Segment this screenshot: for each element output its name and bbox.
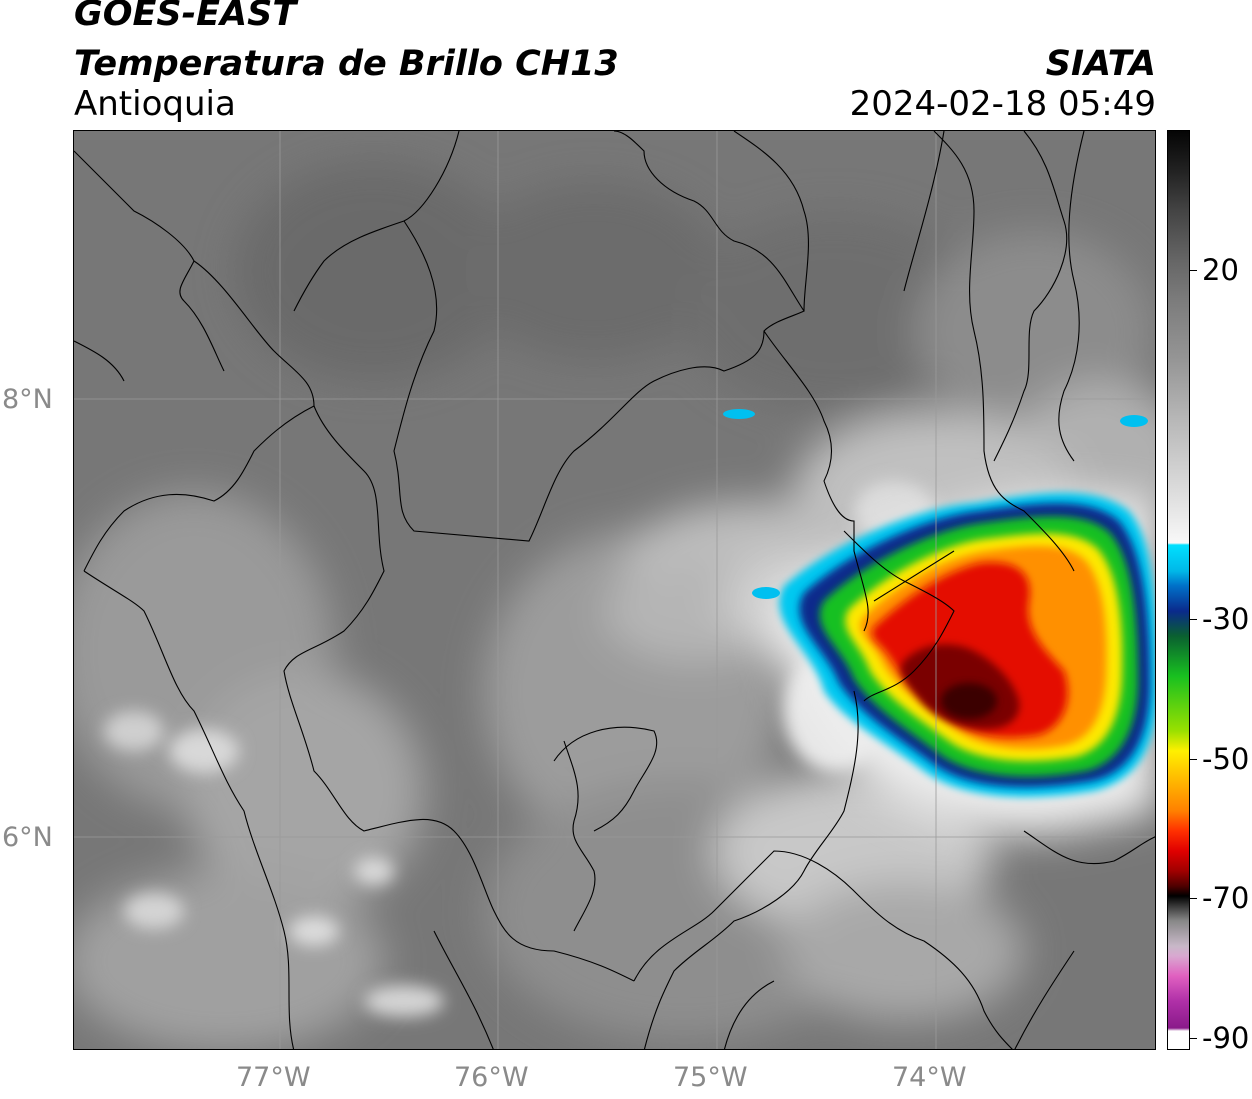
organization-title: SIATA (1045, 44, 1156, 84)
satellite-map (73, 130, 1156, 1050)
colorbar-label-20: 20 (1202, 253, 1239, 287)
colorbar-tick (1190, 270, 1197, 271)
graticule (74, 131, 1155, 1049)
lat-label-8n: 8°N (2, 384, 53, 415)
region-title: Antioquia (74, 84, 236, 124)
timestamp: 2024-02-18 05:49 (849, 84, 1156, 124)
colorbar-label-minus90: -90 (1202, 1021, 1250, 1055)
lon-label-75w: 75°W (673, 1062, 748, 1093)
convective-system (723, 409, 1155, 834)
brightness-temperature-image (74, 131, 1155, 1049)
colorbar-tick (1190, 619, 1197, 620)
colorbar-tick (1190, 1038, 1197, 1039)
colorbar-tick (1190, 759, 1197, 760)
colorbar (1167, 130, 1190, 1050)
lon-label-77w: 77°W (236, 1062, 311, 1093)
colorbar-tick (1190, 898, 1197, 899)
lat-label-6n: 6°N (2, 822, 53, 853)
product-title: Temperatura de Brillo CH13 (74, 44, 619, 84)
colorbar-label-minus70: -70 (1202, 881, 1250, 915)
colorbar-label-minus50: -50 (1202, 742, 1250, 776)
colorbar-label-minus30: -30 (1202, 602, 1250, 636)
lon-label-74w: 74°W (892, 1062, 967, 1093)
department-boundaries (74, 131, 1155, 1049)
agency-title: GOES-EAST (74, 0, 297, 34)
lon-label-76w: 76°W (454, 1062, 529, 1093)
